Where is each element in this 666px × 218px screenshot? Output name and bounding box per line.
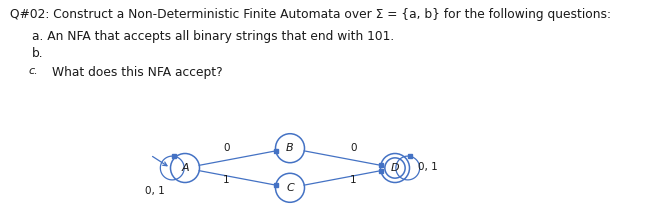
Text: 0, 1: 0, 1	[145, 186, 165, 196]
Text: a. An NFA that accepts all binary strings that end with 101.: a. An NFA that accepts all binary string…	[32, 30, 394, 43]
Text: 0: 0	[350, 143, 357, 153]
Text: 1: 1	[223, 175, 230, 185]
Text: 1: 1	[350, 175, 357, 185]
Text: 0: 0	[223, 143, 230, 153]
Text: What does this NFA accept?: What does this NFA accept?	[52, 66, 222, 79]
Text: C: C	[286, 183, 294, 193]
Text: Q#02: Construct a Non-Deterministic Finite Automata over Σ = {a, b} for the foll: Q#02: Construct a Non-Deterministic Fini…	[10, 8, 611, 21]
Text: D: D	[391, 163, 400, 173]
Text: 0, 1: 0, 1	[418, 162, 438, 172]
Text: A: A	[181, 163, 189, 173]
Text: c.: c.	[28, 66, 37, 76]
Text: B: B	[286, 143, 294, 153]
Text: b.: b.	[32, 47, 44, 60]
